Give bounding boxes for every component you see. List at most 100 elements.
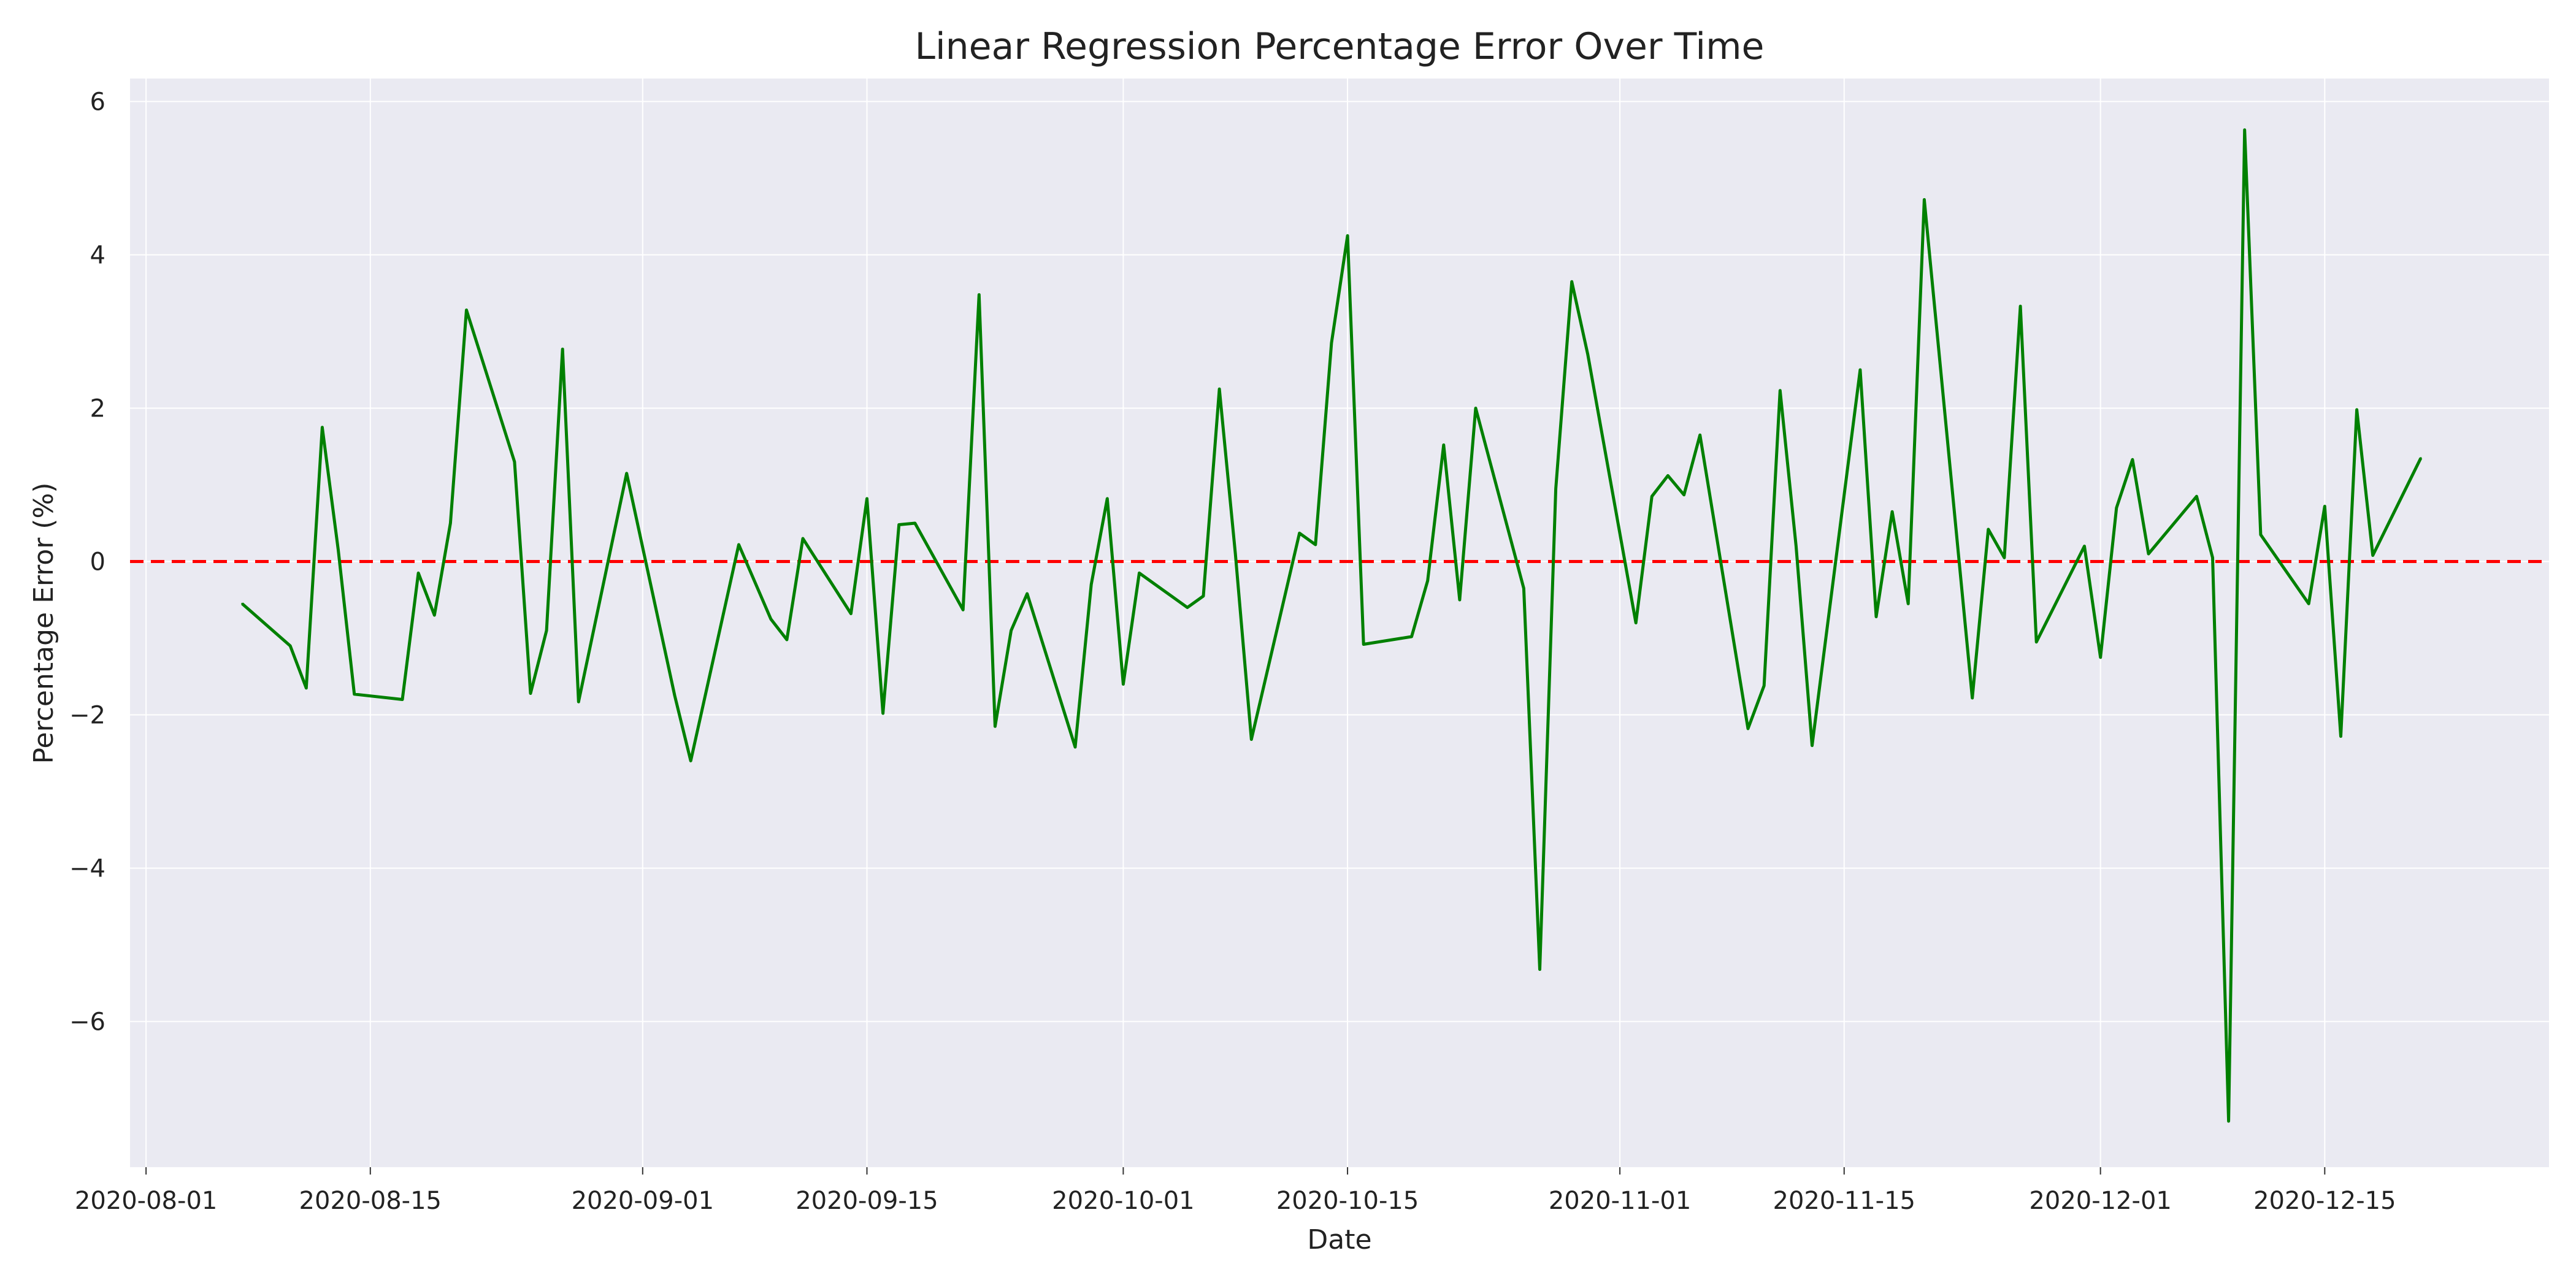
data-point: [1074, 746, 1076, 748]
y-axis: 6 4 2 0 −2 −4 −6: [69, 88, 105, 1037]
plot-area: [130, 79, 2549, 1167]
data-point: [529, 692, 532, 694]
data-point: [1587, 353, 1589, 356]
data-point: [1971, 697, 1974, 699]
x-axis-title: Date: [1307, 1224, 1371, 1255]
data-point: [2083, 545, 2085, 547]
data-point: [1987, 528, 1990, 531]
data-point: [337, 549, 339, 551]
data-point: [1539, 968, 1541, 970]
data-point: [626, 472, 628, 475]
data-point: [1090, 583, 1092, 586]
data-point: [786, 638, 788, 641]
data-point: [1202, 595, 1205, 597]
data-point: [1411, 635, 1413, 638]
chart-title: Linear Regression Percentage Error Over …: [915, 25, 1765, 68]
data-point: [1459, 599, 1461, 601]
data-point: [1474, 407, 1477, 409]
data-point: [978, 294, 980, 296]
data-point: [353, 693, 356, 696]
data-point: [1218, 388, 1221, 390]
data-point: [2260, 534, 2262, 536]
y-tick-label: 6: [90, 88, 105, 117]
data-point: [321, 426, 323, 429]
data-point: [2099, 656, 2102, 659]
x-tick-label: 2020-12-15: [2253, 1187, 2396, 1215]
data-point: [2323, 505, 2326, 507]
data-point: [1330, 342, 1333, 344]
data-point: [1443, 444, 1445, 446]
data-point: [962, 608, 964, 611]
data-point: [1859, 369, 1861, 371]
x-tick-label: 2020-10-15: [1276, 1187, 1419, 1215]
data-point: [561, 348, 564, 350]
data-point: [1010, 629, 1013, 632]
data-point: [2147, 553, 2150, 555]
y-tick-label: −6: [69, 1008, 105, 1037]
data-point: [1795, 545, 1797, 547]
data-point: [1650, 495, 1653, 497]
data-point: [1555, 488, 1557, 490]
data-point: [2244, 129, 2246, 131]
data-point: [1522, 587, 1525, 589]
data-point: [1891, 510, 1893, 513]
data-point: [1186, 607, 1189, 608]
data-point: [898, 524, 900, 526]
data-point: [1250, 738, 1252, 740]
data-point: [1314, 543, 1317, 546]
data-point: [1122, 683, 1124, 685]
data-point: [577, 700, 580, 703]
data-point: [2340, 735, 2342, 737]
data-point: [2420, 457, 2422, 459]
y-tick-label: 0: [90, 548, 105, 577]
data-point: [1362, 643, 1365, 645]
x-tick-label: 2020-11-15: [1773, 1187, 1915, 1215]
data-point: [1298, 532, 1301, 534]
data-point: [289, 645, 291, 647]
x-tick-label: 2020-12-01: [2029, 1187, 2171, 1215]
data-point: [673, 694, 676, 697]
data-point: [241, 602, 243, 605]
data-point: [1763, 684, 1765, 687]
data-point: [1779, 389, 1781, 392]
data-point: [1427, 580, 1429, 582]
data-point: [2372, 554, 2374, 556]
data-point: [1747, 727, 1749, 730]
data-point: [1683, 494, 1685, 496]
series-line: [241, 128, 2423, 1123]
data-point: [449, 522, 451, 524]
data-point: [849, 613, 852, 615]
data-point: [1699, 434, 1701, 436]
data-point: [1666, 475, 1669, 477]
data-point: [1811, 745, 1813, 746]
data-point: [401, 699, 404, 700]
data-point: [545, 629, 548, 632]
data-point: [305, 687, 307, 689]
data-point: [802, 537, 804, 540]
data-point: [1234, 553, 1236, 555]
data-point: [689, 760, 692, 762]
data-point: [882, 712, 884, 715]
data-point: [1907, 602, 1909, 605]
data-point: [914, 522, 916, 524]
data-point: [994, 725, 996, 727]
data-point: [2035, 641, 2037, 643]
data-point: [1346, 234, 1349, 237]
data-point: [1026, 592, 1029, 595]
series-layer: [241, 128, 2423, 1123]
data-point: [1635, 622, 1637, 624]
data-point: [1875, 616, 1877, 618]
x-tick-label: 2020-11-01: [1549, 1187, 1691, 1215]
y-axis-title: Percentage Error (%): [28, 483, 59, 764]
data-point: [513, 461, 516, 463]
y-tick-label: 4: [90, 242, 105, 270]
data-point: [1106, 497, 1108, 500]
x-tick-label: 2020-10-01: [1052, 1187, 1194, 1215]
y-tick-label: 2: [90, 395, 105, 423]
data-point: [1923, 199, 1925, 201]
data-point: [866, 497, 868, 500]
data-point: [466, 309, 467, 311]
data-point: [2228, 1120, 2230, 1122]
data-point: [2195, 495, 2198, 497]
